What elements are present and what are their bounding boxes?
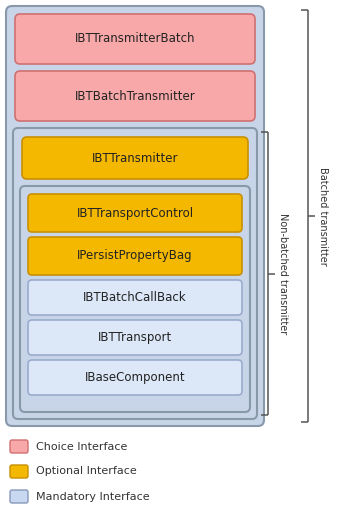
FancyBboxPatch shape [10, 465, 28, 478]
FancyBboxPatch shape [15, 14, 255, 64]
FancyBboxPatch shape [20, 186, 250, 412]
Text: IBTBatchTransmitter: IBTBatchTransmitter [75, 90, 195, 102]
Text: IBTTransmitter: IBTTransmitter [92, 152, 178, 165]
FancyBboxPatch shape [13, 128, 257, 419]
FancyBboxPatch shape [6, 6, 264, 426]
FancyBboxPatch shape [28, 280, 242, 315]
FancyBboxPatch shape [10, 440, 28, 453]
FancyBboxPatch shape [15, 71, 255, 121]
Text: IPersistPropertyBag: IPersistPropertyBag [77, 250, 193, 262]
FancyBboxPatch shape [28, 237, 242, 275]
Text: IBTBatchCallBack: IBTBatchCallBack [83, 291, 187, 304]
Text: Mandatory Interface: Mandatory Interface [36, 492, 149, 502]
FancyBboxPatch shape [28, 360, 242, 395]
Text: IBTTransportControl: IBTTransportControl [76, 206, 194, 220]
Text: IBTTransport: IBTTransport [98, 331, 172, 344]
FancyBboxPatch shape [10, 490, 28, 503]
Text: Choice Interface: Choice Interface [36, 441, 127, 451]
FancyBboxPatch shape [28, 320, 242, 355]
Text: Non-batched transmitter: Non-batched transmitter [278, 213, 288, 334]
FancyBboxPatch shape [28, 194, 242, 232]
Text: IBaseComponent: IBaseComponent [85, 371, 185, 384]
Text: Optional Interface: Optional Interface [36, 467, 137, 476]
FancyBboxPatch shape [22, 137, 248, 179]
Text: Batched transmitter: Batched transmitter [318, 167, 328, 266]
Text: IBTTransmitterBatch: IBTTransmitterBatch [75, 33, 195, 45]
